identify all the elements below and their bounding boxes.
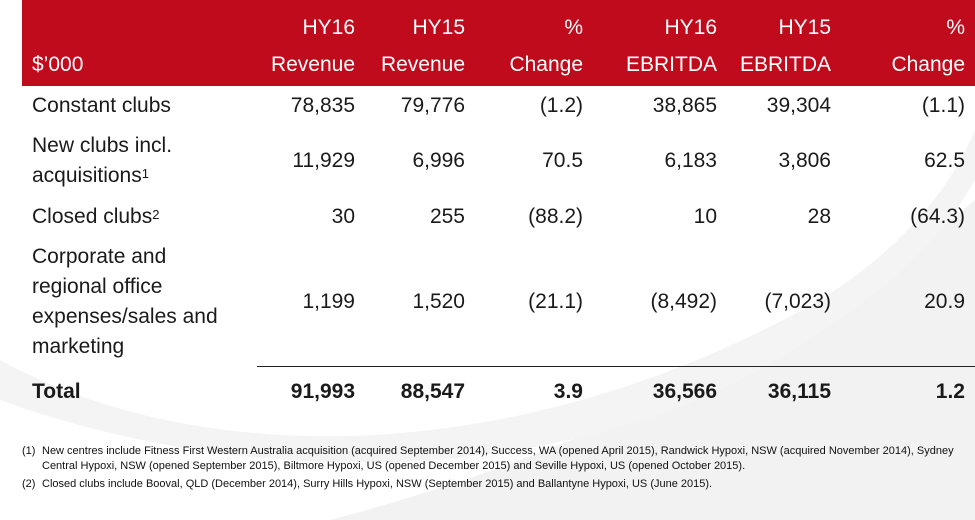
table-cell: 10 [693,205,717,228]
row-label-line: regional office [32,275,163,299]
table-row: Constant clubs 78,835 79,776 (1.2) 38,86… [22,86,975,126]
total-cell: 88,547 [365,366,475,417]
header-cell: HY15 [727,0,841,46]
table-cell: 78,835 [290,94,355,117]
table-row: New clubs incl. acquisitions1 11,929 6,99… [22,126,975,196]
table-cell: (88.2) [528,205,583,228]
total-cell: 36,566 [593,366,727,417]
row-label: Constant clubs [22,86,257,126]
table-cell: 79,776 [400,94,465,117]
header-cell: HY16 [257,0,365,46]
total-label: Total [32,379,81,403]
row-label-line: expenses/sales and [32,305,218,329]
footnotes: (1) New centres include Fitness First We… [22,444,967,495]
footnote-text: Closed clubs include Booval, QLD (Decemb… [42,478,713,490]
footnote-number: (1) [22,445,36,457]
table-cell: 30 [331,205,355,228]
table-cell: 6,183 [664,149,717,172]
header-cell: Revenue [365,46,475,86]
row-label-line: marketing [32,335,125,359]
total-cell: 3.9 [475,366,593,417]
table-row: Closed clubs2 30 255 (88.2) 10 28 (64.3) [22,196,975,238]
row-label-line: Constant clubs [32,94,171,117]
total-cell: 91,993 [257,366,365,417]
table-cell: (8,492) [650,290,717,313]
row-label-line: New clubs incl. [32,134,173,157]
header-cell-units: $’000 [22,46,257,86]
header-cell: Revenue [257,46,365,86]
row-label: New clubs incl. acquisitions1 [22,126,257,196]
table-cell: 1,199 [302,290,355,313]
header-cell: % [475,0,593,46]
row-label-line: Corporate and [32,245,167,269]
header-cell: EBRITDA [593,46,727,86]
header-cell: Change [841,46,975,86]
table-cell: 39,304 [766,94,831,117]
row-label-line: acquisitions [32,164,142,187]
table-cell: 255 [429,205,465,228]
table-cell: 38,865 [652,94,717,117]
table-cell: 11,929 [292,149,355,172]
row-label: Corporate and regional office expenses/sal… [22,238,257,367]
table-cell: 70.5 [542,149,583,172]
footnote-marker: 2 [152,207,160,222]
footnote-number: (2) [22,478,36,490]
table-cell: (1.2) [539,94,583,117]
header-cell [22,0,257,46]
table-cell: 28 [807,205,831,228]
table-cell: (21.1) [528,290,583,313]
table-cell: (7,023) [764,290,831,313]
table-cell: 1,520 [412,290,465,313]
row-label-line: Closed clubs [32,205,153,228]
total-cell: 36,115 [727,366,841,417]
table-cell: 62.5 [924,149,965,172]
footnote-text: New centres include Fitness First Wester… [42,445,954,472]
header-cell: Change [475,46,593,86]
header-cell: HY15 [365,0,475,46]
table-cell: 6,996 [412,149,465,172]
header-cell: HY16 [593,0,727,46]
total-cell: 1.2 [841,366,975,417]
header-cell: % [841,0,975,46]
table-header: HY16 HY15 % HY16 HY15 % $’000 Revenue Re… [22,0,975,86]
total-row: Total 91,993 88,547 3.9 36,566 36,115 1.… [22,366,975,417]
financial-table: HY16 HY15 % HY16 HY15 % $’000 Revenue Re… [22,0,975,417]
footnote-marker: 1 [141,166,149,181]
footnote: (2) Closed clubs include Booval, QLD (De… [22,477,967,492]
footnote: (1) New centres include Fitness First We… [22,444,967,474]
table-row: Corporate and regional office expenses/sal… [22,238,975,367]
header-cell: EBRITDA [727,46,841,86]
row-label: Closed clubs2 [22,196,257,238]
table-cell: (64.3) [910,205,965,228]
table-cell: (1.1) [921,94,965,117]
table-cell: 3,806 [778,149,831,172]
table-cell: 20.9 [924,290,965,313]
